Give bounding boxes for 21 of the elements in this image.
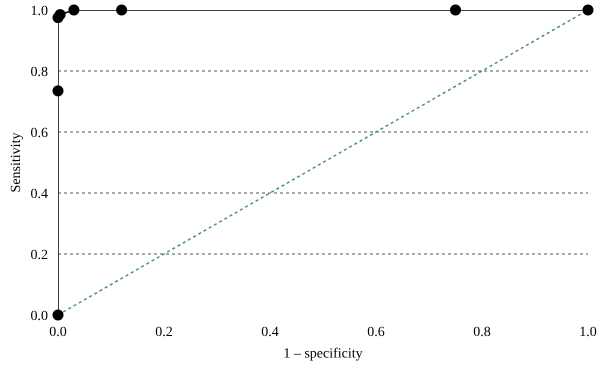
y-tick-label: 1.0 xyxy=(30,4,48,19)
y-axis-title: Sensitivity xyxy=(9,132,24,192)
y-tick-label: 0.2 xyxy=(30,248,48,263)
point xyxy=(582,4,594,16)
x-axis-title: 1 – specificity xyxy=(283,346,363,362)
x-tick-label: 0.0 xyxy=(49,325,67,340)
y-tick-label: 0.0 xyxy=(30,308,48,324)
x-tick-label: 0.2 xyxy=(155,325,173,340)
x-tick-label: 0.4 xyxy=(261,325,279,340)
x-tick-label: 0.6 xyxy=(367,325,385,340)
y-tick-label: 0.8 xyxy=(30,64,48,80)
x-tick-label: 0.8 xyxy=(473,325,491,340)
point xyxy=(450,4,461,16)
y-tick-label: 0.6 xyxy=(30,126,48,141)
point xyxy=(54,9,66,20)
y-tick-label: 0.4 xyxy=(30,186,48,202)
point xyxy=(68,4,80,16)
x-tick-label: 1.0 xyxy=(579,325,597,340)
point xyxy=(52,310,64,320)
point xyxy=(52,85,64,96)
point xyxy=(116,4,128,16)
